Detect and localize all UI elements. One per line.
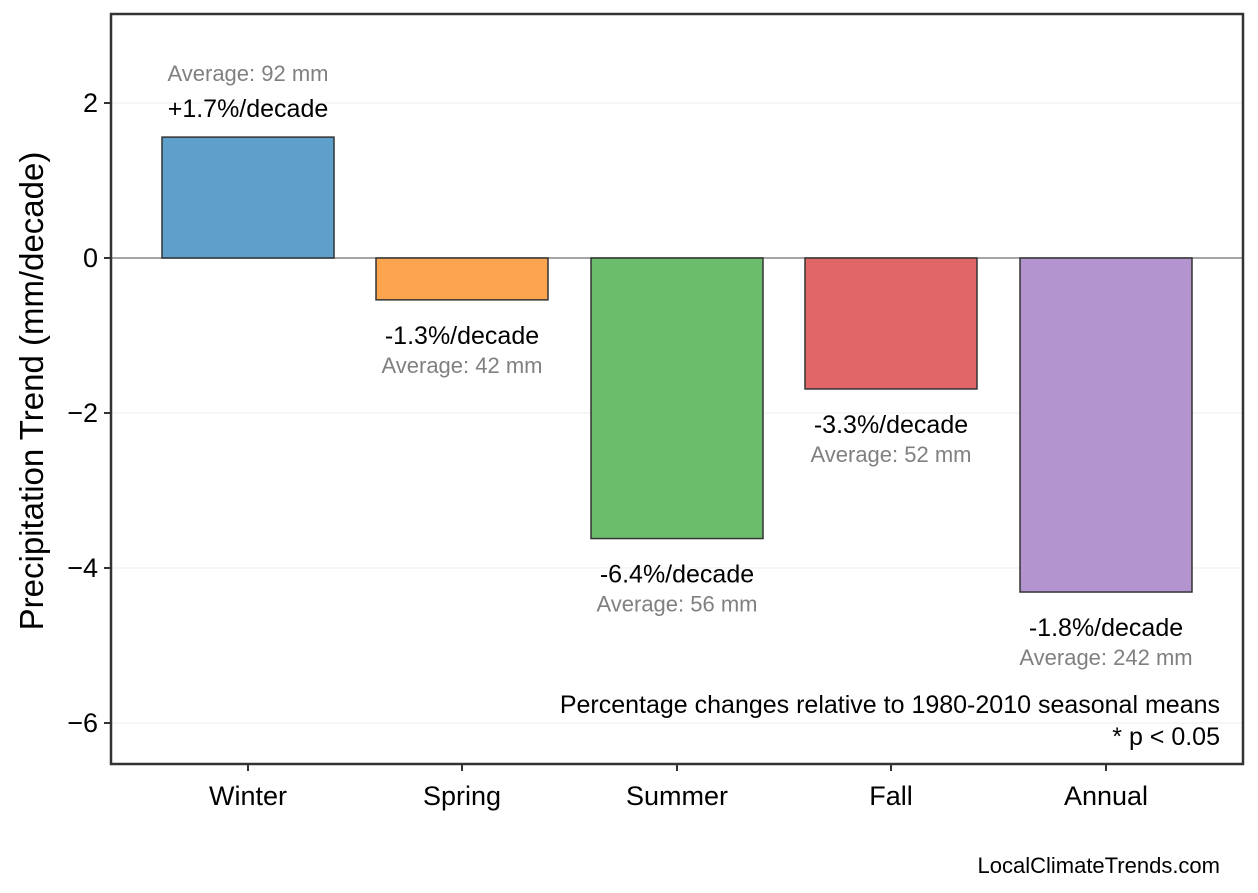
average-label: Average: 242 mm bbox=[1019, 645, 1192, 670]
bar-fall bbox=[804, 257, 978, 390]
note-significance: * p < 0.05 bbox=[1112, 723, 1220, 751]
average-label: Average: 92 mm bbox=[167, 61, 328, 86]
bar-summer bbox=[590, 257, 764, 540]
y-tick-label: −2 bbox=[67, 398, 98, 428]
y-tick-label: 2 bbox=[83, 88, 98, 118]
bar-winter bbox=[161, 136, 335, 259]
bar-annual bbox=[1019, 257, 1193, 593]
x-tick-label: Winter bbox=[209, 781, 287, 811]
y-axis-title: Precipitation Trend (mm/decade) bbox=[13, 152, 50, 631]
x-tick-label: Summer bbox=[626, 781, 728, 811]
average-label: Average: 42 mm bbox=[381, 353, 542, 378]
average-label: Average: 56 mm bbox=[596, 592, 757, 617]
percent-change-label: +1.7%/decade bbox=[168, 95, 329, 123]
percent-change-label: -3.3%/decade bbox=[814, 411, 968, 439]
percent-change-label: -1.3%/decade bbox=[385, 322, 539, 350]
y-axis: 2 0 −2 −4 −6 bbox=[67, 88, 111, 738]
bar-labels: +1.7%/decade Average: 92 mm -1.3%/decade Av… bbox=[167, 61, 1192, 670]
average-label: Average: 52 mm bbox=[810, 442, 971, 467]
x-tick-label: Spring bbox=[423, 781, 501, 811]
x-axis: Winter Spring Summer Fall Annual bbox=[209, 764, 1148, 811]
note-baseline: Percentage changes relative to 1980-2010… bbox=[560, 691, 1220, 719]
bars bbox=[161, 136, 1193, 593]
x-tick-label: Annual bbox=[1064, 781, 1148, 811]
y-tick-label: −6 bbox=[67, 708, 98, 738]
percent-change-label: -6.4%/decade bbox=[600, 561, 754, 589]
y-tick-label: 0 bbox=[83, 243, 98, 273]
credit-text: LocalClimateTrends.com bbox=[978, 853, 1221, 878]
y-tick-label: −4 bbox=[67, 553, 98, 583]
bar-spring bbox=[375, 257, 549, 301]
percent-change-label: -1.8%/decade bbox=[1029, 614, 1183, 642]
x-tick-label: Fall bbox=[869, 781, 913, 811]
